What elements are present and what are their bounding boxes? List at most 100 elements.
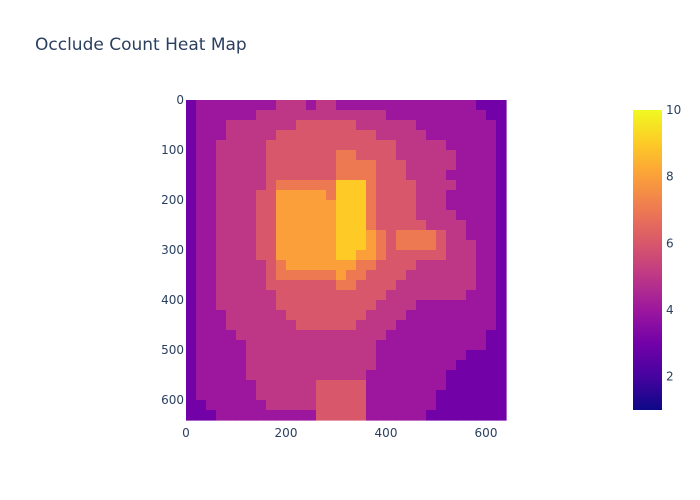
heatmap-cell — [496, 200, 507, 211]
heatmap-cell — [296, 160, 307, 171]
heatmap-cell — [326, 270, 337, 281]
heatmap-cell — [446, 310, 457, 321]
heatmap-cell — [326, 140, 337, 151]
heatmap-cell — [336, 380, 347, 391]
heatmap-cell — [316, 240, 327, 251]
heatmap-cell — [416, 160, 427, 171]
heatmap-cell — [196, 140, 207, 151]
heatmap-cell — [476, 310, 487, 321]
heatmap-cell — [376, 280, 387, 291]
heatmap-cell — [496, 220, 507, 231]
heatmap-cell — [296, 280, 307, 291]
heatmap-cell — [236, 310, 247, 321]
heatmap-cell — [366, 250, 377, 261]
heatmap-cell — [386, 140, 397, 151]
heatmap-cell — [226, 350, 237, 361]
heatmap-cell — [236, 400, 247, 411]
heatmap-cell — [376, 310, 387, 321]
heatmap-cell — [336, 160, 347, 171]
heatmap-cell — [296, 290, 307, 301]
heatmap-cell — [496, 180, 507, 191]
heatmap-cell — [336, 110, 347, 121]
heatmap-cell — [186, 210, 197, 221]
heatmap-cell — [226, 120, 237, 131]
heatmap-cell — [256, 280, 267, 291]
heatmap-cell — [426, 290, 437, 301]
heatmap-cell — [376, 170, 387, 181]
heatmap-cell — [346, 300, 357, 311]
heatmap-cell — [206, 300, 217, 311]
heatmap-cell — [216, 170, 227, 181]
heatmap-cell — [266, 280, 277, 291]
heatmap-cell — [376, 220, 387, 231]
heatmap-cell — [436, 390, 447, 401]
heatmap-cell — [366, 310, 377, 321]
heatmap-cell — [476, 410, 487, 421]
heatmap-cell — [296, 210, 307, 221]
heatmap-cell — [396, 200, 407, 211]
heatmap-cell — [186, 400, 197, 411]
heatmap-cell — [346, 360, 357, 371]
heatmap-cell — [476, 110, 487, 121]
heatmap-cell — [496, 370, 507, 381]
heatmap-cell — [186, 230, 197, 241]
heatmap-cell — [456, 270, 467, 281]
heatmap-cell — [266, 150, 277, 161]
heatmap-cell — [396, 320, 407, 331]
heatmap-cell — [306, 260, 317, 271]
heatmap-cell — [476, 290, 487, 301]
heatmap-cell — [396, 410, 407, 421]
heatmap-cell — [436, 350, 447, 361]
heatmap-cell — [216, 360, 227, 371]
heatmap-cell — [496, 100, 507, 111]
heatmap-cell — [376, 110, 387, 121]
heatmap-cell — [216, 330, 227, 341]
heatmap-cell — [316, 200, 327, 211]
heatmap-cell — [486, 140, 497, 151]
heatmap-cell — [386, 320, 397, 331]
heatmap-cell — [396, 140, 407, 151]
heatmap-cell — [456, 370, 467, 381]
heatmap-cell — [346, 380, 357, 391]
heatmap-cell — [266, 190, 277, 201]
heatmap-cell — [416, 340, 427, 351]
heatmap-cell — [326, 310, 337, 321]
heatmap-cell — [446, 410, 457, 421]
heatmap-cell — [476, 350, 487, 361]
heatmap-cell — [486, 300, 497, 311]
heatmap-cell — [266, 160, 277, 171]
heatmap-cell — [326, 250, 337, 261]
heatmap-cell — [456, 300, 467, 311]
heatmap-cell — [236, 230, 247, 241]
heatmap-cell — [386, 220, 397, 231]
colorbar-tick-label: 4 — [666, 303, 674, 317]
heatmap-cell — [236, 220, 247, 231]
heatmap-cell — [236, 290, 247, 301]
heatmap-cell — [256, 110, 267, 121]
heatmap-cell — [346, 100, 357, 111]
heatmap-cell — [266, 380, 277, 391]
heatmap-cell — [246, 150, 257, 161]
heatmap-cell — [336, 320, 347, 331]
heatmap-cell — [426, 250, 437, 261]
heatmap-cell — [366, 290, 377, 301]
heatmap-cell — [326, 350, 337, 361]
heatmap-cell — [416, 140, 427, 151]
heatmap-cell — [386, 370, 397, 381]
heatmap-cell — [286, 300, 297, 311]
heatmap-cell — [396, 130, 407, 141]
heatmap-cell — [396, 220, 407, 231]
heatmap-cell — [476, 160, 487, 171]
heatmap-cell — [386, 190, 397, 201]
heatmap-cell — [486, 250, 497, 261]
heatmap-cell — [426, 350, 437, 361]
heatmap-cell — [416, 260, 427, 271]
heatmap-cell — [426, 100, 437, 111]
heatmap-cell — [196, 160, 207, 171]
heatmap-cell — [466, 200, 477, 211]
heatmap-cell — [276, 230, 287, 241]
heatmap-cell — [396, 390, 407, 401]
heatmap-cell — [256, 210, 267, 221]
heatmap-cell — [206, 290, 217, 301]
heatmap-cell — [196, 120, 207, 131]
